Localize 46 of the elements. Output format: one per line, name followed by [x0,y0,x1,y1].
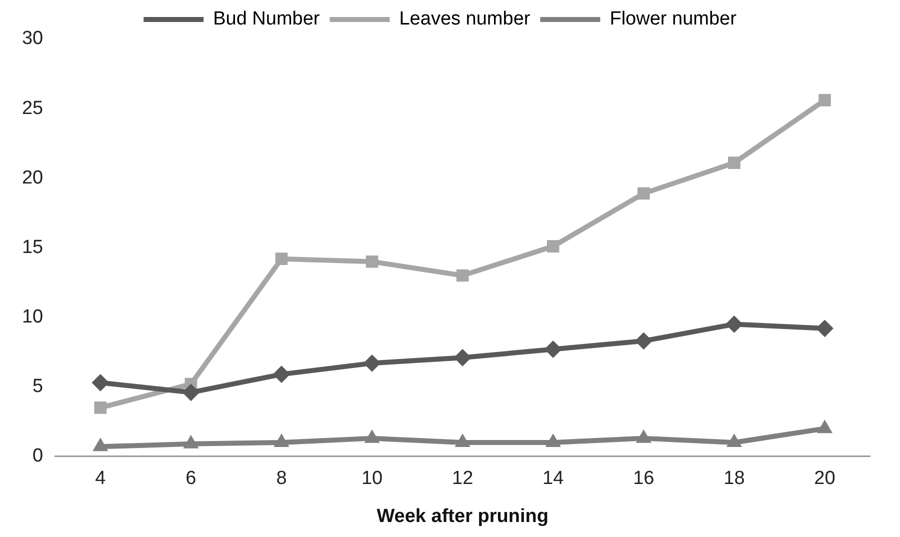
point [728,156,740,169]
legend-label: Bud Number [213,8,320,30]
y-tick-label: 30 [22,28,44,50]
point [275,252,288,265]
point [544,340,562,358]
point [456,269,469,282]
point [817,420,832,434]
point [818,94,831,106]
legend-label: Flower number [610,8,738,30]
x-tick-label: 18 [724,468,745,490]
x-tick-label: 20 [814,468,836,490]
point [455,434,470,447]
point [816,320,834,337]
point [637,187,650,200]
point [92,374,109,392]
point [366,255,378,268]
x-tick-label: 4 [95,468,106,490]
y-tick-label: 10 [22,306,44,328]
y-tick-label: 25 [22,98,44,119]
point [546,240,560,252]
point [182,384,200,401]
point [184,435,198,448]
point [274,434,289,447]
y-tick-label: 20 [22,167,44,188]
x-tick-label: 8 [276,468,287,490]
x-tick-label: 16 [633,468,654,490]
point [364,430,380,443]
point [272,366,290,383]
point [364,354,381,372]
legend-label: Leaves number [399,8,531,30]
point [94,402,107,414]
y-tick-label: 15 [22,236,44,258]
y-tick-label: 0 [32,446,44,467]
x-tick-label: 12 [452,468,474,490]
point [546,434,561,447]
x-tick-label: 10 [361,468,383,490]
point [635,332,652,350]
y-tick-label: 5 [32,376,44,398]
point [726,316,743,333]
x-tick-label: 14 [542,468,564,490]
point [92,438,108,452]
point [726,434,742,447]
x-axis-title: Week after pruning [376,506,548,527]
point [454,349,472,366]
x-tick-label: 6 [186,468,196,490]
point [636,430,652,443]
